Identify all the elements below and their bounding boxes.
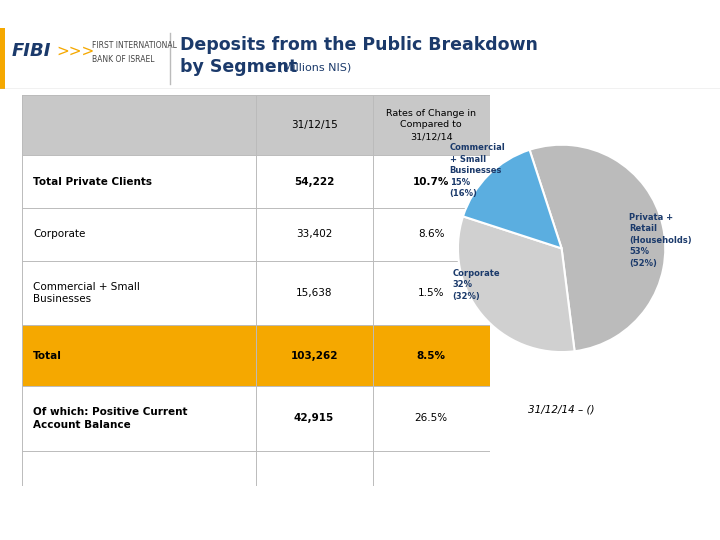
Wedge shape [458, 217, 575, 352]
Text: 8.5%: 8.5% [417, 351, 446, 361]
Bar [22, 208, 256, 261]
Bar [256, 326, 373, 386]
Text: 42,915: 42,915 [294, 414, 334, 423]
Text: FIBI: FIBI [12, 42, 52, 60]
Bar [22, 386, 256, 451]
Bar [373, 386, 490, 451]
Bar [0, 28, 5, 89]
Text: 10.7%: 10.7% [413, 177, 449, 187]
Bar [256, 208, 373, 261]
Text: 31/12/14 – (): 31/12/14 – () [528, 404, 595, 414]
Bar [373, 208, 490, 261]
Bar [22, 326, 256, 386]
Bar [256, 261, 373, 326]
Bar [22, 261, 256, 326]
Bar [22, 94, 256, 155]
Text: FIRST INTERNATIONAL: FIRST INTERNATIONAL [92, 40, 177, 50]
Text: 15,638: 15,638 [296, 288, 333, 298]
Text: 33,402: 33,402 [296, 230, 333, 239]
Text: 8.6%: 8.6% [418, 230, 444, 239]
Wedge shape [463, 150, 562, 248]
Text: 16: 16 [672, 513, 693, 528]
Text: Rates of Change in
Compared to
31/12/14: Rates of Change in Compared to 31/12/14 [386, 109, 476, 141]
Bar [256, 155, 373, 208]
Text: 54,222: 54,222 [294, 177, 334, 187]
Bar [373, 326, 490, 386]
Text: Deposits from the Public Breakdown: Deposits from the Public Breakdown [180, 36, 538, 54]
Text: Of which: Positive Current
Account Balance: Of which: Positive Current Account Balan… [33, 407, 188, 430]
Text: Commercial + Small
Businesses: Commercial + Small Businesses [33, 282, 140, 305]
Text: (Millions NIS): (Millions NIS) [275, 62, 351, 72]
Bar [373, 155, 490, 208]
Wedge shape [530, 145, 665, 351]
Text: >>>: >>> [56, 44, 94, 58]
Text: 31/12/15: 31/12/15 [291, 120, 338, 130]
Text: Corporate: Corporate [33, 230, 86, 239]
Text: Total: Total [33, 351, 62, 361]
Text: 26.5%: 26.5% [415, 414, 448, 423]
Bar [373, 94, 490, 155]
Text: 1.5%: 1.5% [418, 288, 444, 298]
Text: Commercial
+ Small
Businesses
15%
(16%): Commercial + Small Businesses 15% (16%) [449, 143, 505, 198]
Text: BANK OF ISRAEL: BANK OF ISRAEL [92, 55, 155, 64]
Bar [256, 94, 373, 155]
Bar [22, 155, 256, 208]
Text: Total Private Clients: Total Private Clients [33, 177, 153, 187]
Text: 103,262: 103,262 [290, 351, 338, 361]
Text: by Segment: by Segment [180, 58, 297, 76]
Bar [373, 261, 490, 326]
Bar [256, 386, 373, 451]
Text: Corporate
32%
(32%): Corporate 32% (32%) [453, 269, 500, 301]
Text: Privata +
Retail
(Households)
53%
(52%): Privata + Retail (Households) 53% (52%) [629, 213, 692, 267]
